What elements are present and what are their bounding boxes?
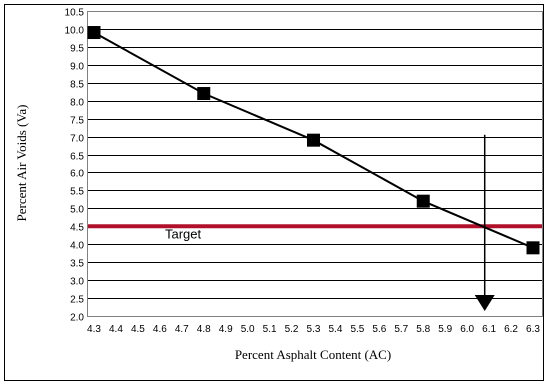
data-point-2 (307, 133, 320, 147)
y-tick-15: 9.5 (70, 44, 84, 55)
y-tick-0: 2.0 (70, 313, 84, 324)
y-tick-8: 6.0 (70, 169, 84, 180)
x-tick-1: 4.4 (109, 324, 123, 335)
y-tick-2: 3.0 (70, 277, 84, 288)
series (87, 26, 540, 255)
y-tick-4: 4.0 (70, 241, 84, 252)
x-tick-5: 4.8 (197, 324, 211, 335)
y-tick-6: 5.0 (70, 205, 84, 216)
x-tick-20: 6.3 (526, 324, 540, 335)
outer-frame (4, 4, 544, 381)
x-tick-16: 5.9 (438, 324, 452, 335)
x-tick-0: 4.3 (87, 324, 101, 335)
y-tick-1: 2.5 (70, 295, 84, 306)
x-tick-14: 5.7 (394, 324, 408, 335)
x-tick-8: 5.1 (263, 324, 277, 335)
y-tick-17: 10.5 (65, 8, 85, 19)
y-tick-labels: 2.0 2.5 3.0 3.5 4.0 4.5 5.0 5.5 6.0 6.5 7.0 7.5 8.0 8… (65, 8, 85, 324)
y-tick-12: 8.0 (70, 98, 84, 109)
x-tick-19: 6.2 (504, 324, 518, 335)
x-tick-12: 5.5 (350, 324, 364, 335)
target-label: Target (165, 226, 202, 241)
data-point-1 (197, 87, 211, 101)
x-tick-4: 4.7 (175, 324, 189, 335)
y-tick-3: 3.5 (70, 259, 84, 270)
x-tick-17: 6.0 (460, 324, 474, 335)
x-tick-6: 4.9 (219, 324, 233, 335)
x-tick-15: 5.8 (416, 324, 430, 335)
y-tick-10: 7.0 (70, 134, 84, 145)
x-tick-9: 5.2 (285, 324, 299, 335)
y-tick-16: 10.0 (65, 26, 85, 37)
data-point-3 (416, 194, 430, 208)
y-tick-13: 8.5 (70, 80, 84, 91)
plot-area (87, 11, 543, 317)
x-tick-labels: 4.3 4.4 4.5 4.6 4.7 4.8 4.9 5.0 5.1 5.2 5.3 5.4 5.5 5… (87, 324, 540, 335)
y-tick-14: 9.0 (70, 62, 84, 73)
y-tick-11: 7.5 (70, 116, 84, 127)
x-tick-11: 5.4 (328, 324, 342, 335)
x-axis-label: Percent Asphalt Content (AC) (235, 347, 391, 362)
x-tick-7: 5.0 (241, 324, 255, 335)
y-tick-9: 6.5 (70, 152, 84, 163)
y-axis-label: Percent Air Voids (Va) (14, 105, 29, 222)
data-point-4 (526, 241, 540, 255)
arrow (474, 134, 495, 311)
x-tick-18: 6.1 (482, 324, 496, 335)
x-tick-3: 4.6 (153, 324, 167, 335)
y-tick-7: 5.5 (70, 187, 84, 198)
x-tick-2: 4.5 (131, 324, 145, 335)
x-tick-10: 5.3 (307, 324, 321, 335)
x-tick-13: 5.6 (372, 324, 386, 335)
data-point-0 (87, 26, 101, 40)
y-tick-5: 4.5 (70, 223, 84, 234)
arrow-head (474, 295, 495, 311)
